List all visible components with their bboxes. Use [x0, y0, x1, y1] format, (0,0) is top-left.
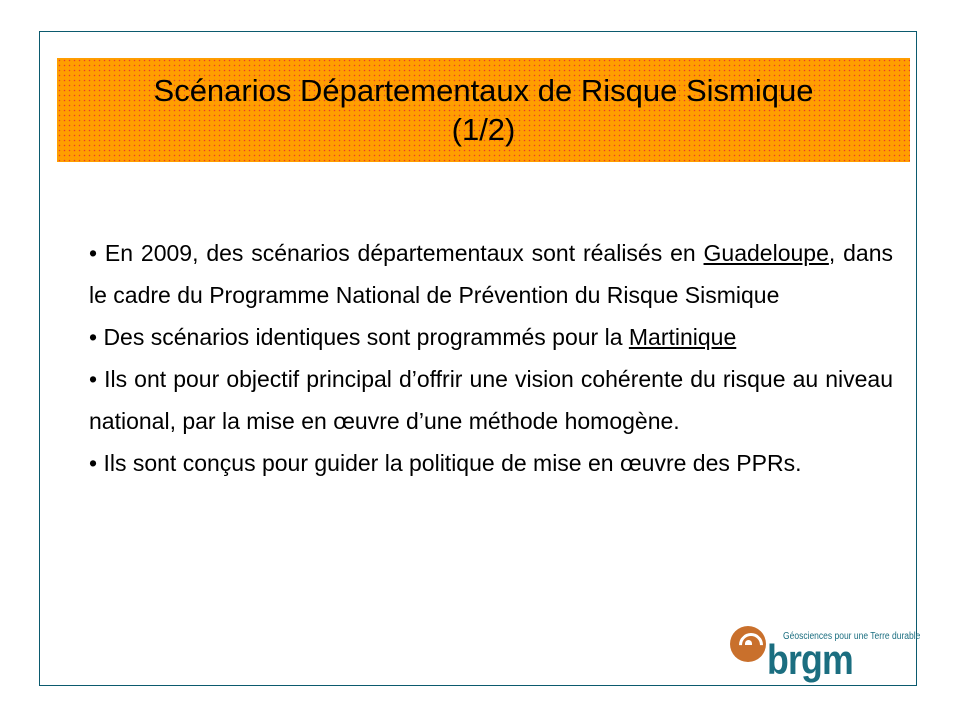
bullet-item: • Ils sont conçus pour guider la politiq… [89, 442, 893, 484]
bullet-item: • En 2009, des scénarios départementaux … [89, 232, 893, 316]
martinique-link[interactable]: Martinique [628, 324, 737, 350]
guadeloupe-link[interactable]: Guadeloupe [703, 240, 829, 266]
bullet-text: • Ils ont pour objectif principal d’offr… [89, 366, 893, 434]
logo-tagline: Géosciences pour une Terre durable [783, 631, 921, 642]
bullet-item: • Des scénarios identiques sont programm… [89, 316, 893, 358]
title-line-2: (1/2) [451, 112, 516, 147]
bullet-text: • Ils sont conçus pour guider la politiq… [89, 450, 802, 476]
bullet-item: • Ils ont pour objectif principal d’offr… [89, 358, 893, 442]
bullet-list: • En 2009, des scénarios départementaux … [89, 232, 893, 484]
logo-wordmark: brgm [767, 636, 854, 683]
bullet-text: • En 2009, des scénarios départementaux … [89, 240, 704, 266]
title-line-1: Scénarios Départementaux de Risque Sismi… [153, 73, 814, 108]
bullet-text: , dans le cadre du Programme National de… [89, 240, 893, 308]
brgm-sun-icon [730, 626, 768, 662]
slide-title: Scénarios Départementaux de Risque Sismi… [57, 58, 910, 162]
slide-frame [39, 31, 917, 686]
brgm-logo: Géosciences pour une Terre durable brgm [727, 622, 922, 686]
bullet-text: • Des scénarios identiques sont programm… [89, 324, 629, 350]
